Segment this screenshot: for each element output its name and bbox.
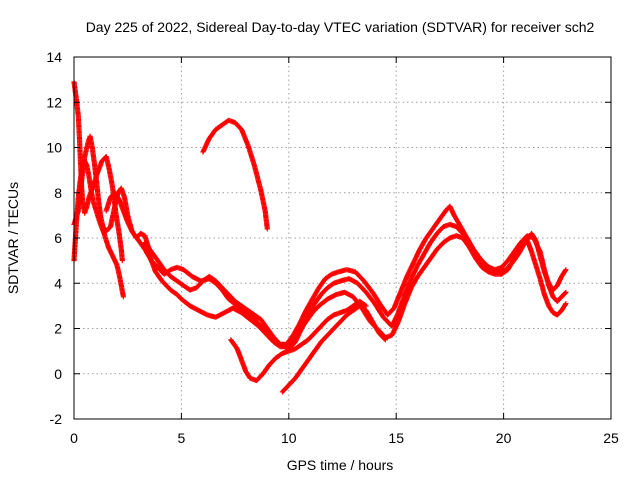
data-point xyxy=(382,337,389,343)
chart-title: Day 225 of 2022, Sidereal Day-to-day VTE… xyxy=(86,19,595,35)
y-tick-label: 4 xyxy=(54,275,62,291)
series-trace-7 xyxy=(228,298,369,384)
data-point xyxy=(264,226,270,232)
x-tick-label: 5 xyxy=(178,430,186,446)
y-axis-label: SDTVAR / TECUs xyxy=(5,182,21,294)
x-tick-label: 25 xyxy=(603,430,619,446)
axis-ticks: 0 5 10 15 20 25 -2 0 2 4 6 8 10 12 14 xyxy=(46,49,619,446)
data-point xyxy=(563,267,569,273)
x-tick-label: 20 xyxy=(496,430,512,446)
y-tick-label: 0 xyxy=(54,366,62,382)
data-point xyxy=(562,302,568,308)
series-trace-6 xyxy=(200,117,270,232)
series-trace-5 xyxy=(142,203,569,347)
grid-layer xyxy=(74,57,611,419)
data-point xyxy=(120,294,126,300)
y-tick-label: 6 xyxy=(54,230,62,246)
data-point xyxy=(362,302,368,308)
data-point xyxy=(382,336,388,342)
data-point xyxy=(563,289,569,295)
data-marks xyxy=(71,79,569,395)
data-point xyxy=(363,303,369,309)
data-point xyxy=(562,290,568,296)
y-tick-label: 8 xyxy=(54,185,62,201)
y-tick-label: 12 xyxy=(46,94,62,110)
x-axis-label: GPS time / hours xyxy=(287,457,394,473)
data-point xyxy=(562,268,568,274)
x-tick-label: 15 xyxy=(388,430,404,446)
y-tick-label: 2 xyxy=(54,321,62,337)
x-tick-label: 10 xyxy=(281,430,297,446)
data-point xyxy=(563,301,569,307)
y-tick-label: 10 xyxy=(46,140,62,156)
series-trace-8 xyxy=(279,303,389,395)
y-tick-label: -2 xyxy=(50,411,63,427)
x-tick-label: 0 xyxy=(70,430,78,446)
y-tick-label: 14 xyxy=(46,49,62,65)
data-point xyxy=(119,258,125,264)
